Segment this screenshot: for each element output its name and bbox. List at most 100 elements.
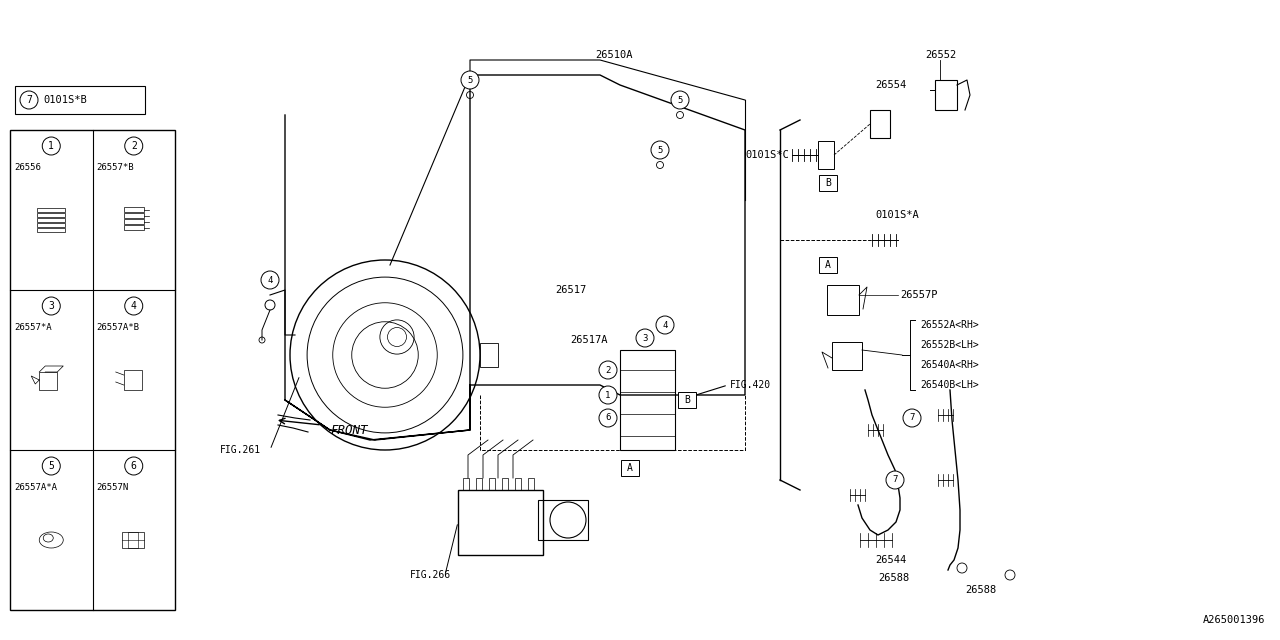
Bar [124, 219, 143, 224]
Text: FIG.266: FIG.266 [410, 570, 451, 580]
Circle shape [652, 141, 669, 159]
Text: 26556: 26556 [14, 163, 41, 172]
Text: 26544: 26544 [876, 555, 906, 565]
Bar [480, 343, 498, 367]
Bar [819, 175, 837, 191]
Bar [37, 223, 65, 227]
Text: 26552: 26552 [925, 50, 956, 60]
Text: 26588: 26588 [878, 573, 909, 583]
Text: 3: 3 [49, 301, 54, 311]
Text: 4: 4 [268, 275, 273, 285]
Circle shape [636, 329, 654, 347]
Bar [502, 478, 508, 490]
Text: 5: 5 [658, 145, 663, 154]
Text: 26588: 26588 [965, 585, 996, 595]
Circle shape [261, 271, 279, 289]
Bar [818, 141, 835, 169]
Text: 26554: 26554 [876, 80, 906, 90]
Text: A: A [627, 463, 632, 473]
Circle shape [599, 386, 617, 404]
Circle shape [671, 91, 689, 109]
Text: FRONT: FRONT [330, 424, 367, 436]
Text: 2: 2 [131, 141, 137, 151]
Circle shape [124, 137, 143, 155]
Text: 26552A<RH>: 26552A<RH> [920, 320, 979, 330]
Text: 26510A: 26510A [595, 50, 632, 60]
Bar [832, 342, 861, 370]
Text: 2: 2 [605, 365, 611, 374]
Bar [15, 86, 145, 114]
Text: A: A [826, 260, 831, 270]
Text: FIG.420: FIG.420 [730, 380, 771, 390]
Bar [529, 478, 534, 490]
Circle shape [42, 137, 60, 155]
Text: 5: 5 [467, 76, 472, 84]
Text: 3: 3 [643, 333, 648, 342]
Bar [819, 257, 837, 273]
Circle shape [20, 91, 38, 109]
Text: 26557N: 26557N [96, 483, 129, 492]
Text: 26557*A: 26557*A [14, 323, 51, 332]
Text: A265001396: A265001396 [1202, 615, 1265, 625]
Bar [621, 460, 639, 476]
Circle shape [902, 409, 922, 427]
Bar [538, 500, 588, 540]
Text: 7: 7 [909, 413, 915, 422]
Text: 0101S*A: 0101S*A [876, 210, 919, 220]
Circle shape [599, 361, 617, 379]
Text: 5: 5 [677, 95, 682, 104]
Circle shape [42, 457, 60, 475]
Bar [827, 285, 859, 315]
Bar [515, 478, 521, 490]
Bar [678, 392, 696, 408]
Text: 7: 7 [26, 95, 32, 105]
Bar [37, 218, 65, 222]
Circle shape [124, 457, 143, 475]
Text: B: B [826, 178, 831, 188]
Bar [37, 228, 65, 232]
Text: 26552B<LH>: 26552B<LH> [920, 340, 979, 350]
Circle shape [886, 471, 904, 489]
Bar [476, 478, 483, 490]
Bar [124, 225, 143, 230]
Text: 7: 7 [892, 476, 897, 484]
Bar [489, 478, 495, 490]
Text: 26557P: 26557P [900, 290, 937, 300]
Bar [128, 532, 138, 548]
Text: 0101S*B: 0101S*B [44, 95, 87, 105]
Text: 6: 6 [131, 461, 137, 471]
Bar [463, 478, 468, 490]
Text: 6: 6 [605, 413, 611, 422]
Text: 26557*B: 26557*B [96, 163, 134, 172]
Text: 4: 4 [662, 321, 668, 330]
Bar [934, 80, 957, 110]
Circle shape [657, 316, 675, 334]
Bar [458, 490, 543, 555]
Text: 5: 5 [49, 461, 54, 471]
Text: FIG.261: FIG.261 [220, 445, 261, 455]
Text: 1: 1 [49, 141, 54, 151]
Circle shape [599, 409, 617, 427]
Text: 26557A*A: 26557A*A [14, 483, 58, 492]
Circle shape [461, 71, 479, 89]
Bar [37, 213, 65, 217]
Text: 26557A*B: 26557A*B [96, 323, 140, 332]
Text: 26540B<LH>: 26540B<LH> [920, 380, 979, 390]
Bar [124, 207, 143, 212]
Bar [10, 130, 175, 610]
Text: 26517: 26517 [556, 285, 586, 295]
Bar [37, 208, 65, 212]
Text: 4: 4 [131, 301, 137, 311]
Text: 0101S*C: 0101S*C [745, 150, 788, 160]
Bar [122, 532, 143, 548]
Circle shape [42, 297, 60, 315]
Bar [124, 213, 143, 218]
Text: 1: 1 [605, 390, 611, 399]
Circle shape [124, 297, 143, 315]
Text: 26540A<RH>: 26540A<RH> [920, 360, 979, 370]
Bar [124, 370, 142, 390]
Text: B: B [684, 395, 690, 405]
Bar [40, 372, 58, 390]
Text: 26517A: 26517A [570, 335, 608, 345]
Bar [870, 110, 890, 138]
